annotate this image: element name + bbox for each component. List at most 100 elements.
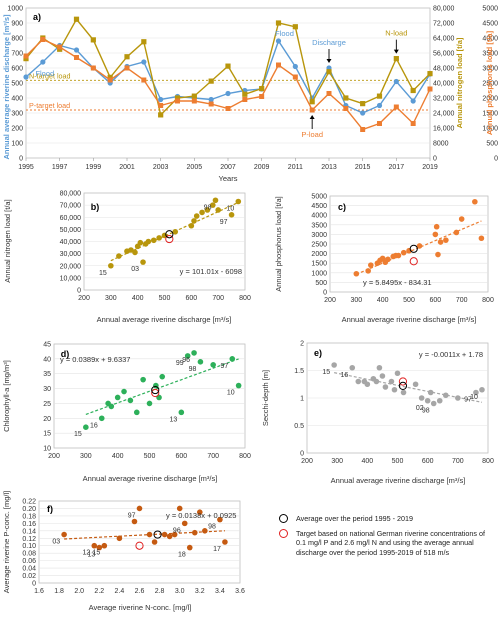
panel-b-y-tick: 70,000 <box>60 203 82 210</box>
panel-b-point-label: 98 <box>204 204 212 211</box>
series-n-load-point <box>275 20 282 26</box>
panel-f-y-tick: 0.06 <box>22 558 36 565</box>
panel-b-data-point <box>116 253 122 259</box>
panel-d-x-tick: 600 <box>175 453 187 460</box>
panel-e-x-tick: 300 <box>331 458 343 465</box>
panel-f-x-tick: 3.0 <box>175 588 185 595</box>
panel-c-label: c) <box>338 202 346 212</box>
series-n-load-point <box>343 95 349 101</box>
panel-b-data-point <box>204 207 211 213</box>
panel-e-data-point <box>394 370 401 377</box>
series-p-load-point <box>360 127 366 132</box>
panel-a-x-tick: 2013 <box>321 164 337 171</box>
panel-a-xlabel: Years <box>219 174 238 183</box>
panel-d-y-tick: 30 <box>43 386 51 393</box>
panel-b-data-point <box>193 213 200 219</box>
panel-c-y-tick: 500 <box>315 280 327 287</box>
series-n-load-point <box>326 69 332 75</box>
panel-d-data-point <box>184 353 191 359</box>
series-n-load-point <box>107 74 113 80</box>
panel-e-ylabel: Secchi-depth [m] <box>261 370 270 426</box>
panel-c-ylabel: Annual phosphorus load [t/a] <box>274 196 283 292</box>
series-p-load-point <box>107 77 113 83</box>
panel-f-point-label: 98 <box>208 524 216 531</box>
panel-a-right1-tick: 0 <box>433 156 437 163</box>
series-discharge-point <box>275 38 282 44</box>
panel-b-x-tick: 500 <box>159 295 171 302</box>
panel-c-data-point <box>395 252 402 259</box>
series-n-load-point <box>141 39 147 45</box>
panel-f-y-tick: 0.02 <box>22 573 36 580</box>
panel-f-data-point <box>161 531 168 538</box>
panel-e-y-tick: 0.5 <box>294 423 304 430</box>
panel-a-x-tick: 2011 <box>288 164 303 171</box>
panel-c-y-tick: 2500 <box>311 242 327 249</box>
panel-b-y-tick: 40,000 <box>60 239 82 246</box>
panel-d-data-point <box>127 397 134 404</box>
panel-c-y-tick: 4000 <box>311 213 327 220</box>
panel-d-point-label: 15 <box>74 431 82 438</box>
panel-f-y-tick: 0.20 <box>22 506 36 513</box>
panel-c-data-point <box>368 262 374 268</box>
panel-a-left-tick: 300 <box>11 111 23 118</box>
panel-a-left-tick: 800 <box>11 36 23 43</box>
panel-f-x-tick: 2.8 <box>155 588 165 595</box>
panel-f-xlabel: Average riverine N-conc. [mg/l] <box>89 603 192 612</box>
panel-e-data-point <box>424 397 431 404</box>
panel-f-data-point <box>166 533 173 540</box>
panel-f-y-tick: 0.04 <box>22 566 36 573</box>
series-p-load-point <box>276 62 281 68</box>
panel-f-x-tick: 2.6 <box>135 588 145 595</box>
panel-e-y-tick: 1.5 <box>294 368 304 375</box>
panel-a-right1-tick: 16,000 <box>433 126 455 133</box>
panel-d-data-point <box>229 356 236 362</box>
panel-c-data-point <box>437 239 444 245</box>
panel-a-right2-tick: 2500 <box>482 81 498 88</box>
panel-b-ylabel: Annual nitrogen load [t/a] <box>3 199 12 282</box>
series-n-load-point <box>23 56 29 62</box>
series-p-load-point <box>343 106 349 111</box>
panel-a-x-tick: 2001 <box>119 164 135 171</box>
panel-d-y-tick: 40 <box>43 356 51 363</box>
panel-f-trend-line <box>64 530 225 540</box>
panel-d-y-tick: 15 <box>43 431 51 438</box>
panel-a-x-tick: 2009 <box>254 164 270 171</box>
panel-d-data-point <box>159 373 166 380</box>
series-p-load-point <box>292 74 298 80</box>
panel-a-right2-tick: 3500 <box>482 51 498 58</box>
panel-a-label: a) <box>33 12 41 22</box>
series-p-load-point <box>410 121 416 126</box>
panel-f-data-point <box>191 529 198 536</box>
panel-f-frame <box>38 500 241 584</box>
panel-e-data-point <box>473 389 479 396</box>
panel-d-target-marker <box>151 388 160 398</box>
series-p-load-point <box>326 91 332 96</box>
panel-d-ylabel: Chlorophyll-a [mg/m³] <box>2 360 11 432</box>
panel-d-data-point <box>121 388 127 395</box>
panel-d-data-point <box>83 424 89 431</box>
panel-c-x-tick: 700 <box>456 297 468 304</box>
panel-a-discharge-arrowhead <box>326 59 332 63</box>
panel-d-x-tick: 200 <box>48 453 60 460</box>
panel-f-target-marker <box>135 541 144 550</box>
panel-e-data-point <box>400 389 407 396</box>
panel-b-data-point <box>215 207 221 213</box>
panel-d-data-point <box>235 382 242 389</box>
panel-e-xlabel: Annual average riverine discharge [m³/s] <box>331 476 466 485</box>
series-discharge-point <box>208 96 214 103</box>
panel-b-data-point <box>108 262 114 269</box>
panel-b-label: b) <box>91 202 100 212</box>
panel-f-x-tick: 1.8 <box>54 588 64 595</box>
panel-f-data-point <box>136 505 143 512</box>
panel-b-data-point <box>137 239 144 246</box>
panel-f-y-tick: 0 <box>32 581 36 588</box>
panel-c-y-tick: 5000 <box>311 194 327 201</box>
panel-b-data-point <box>191 218 197 224</box>
panel-f-data-point <box>151 539 158 545</box>
series-discharge-point <box>73 47 80 53</box>
panel-e-point-label: 97 <box>464 397 472 404</box>
panel-b-y-tick: 30,000 <box>60 251 82 258</box>
series-p-load-point <box>309 107 315 113</box>
